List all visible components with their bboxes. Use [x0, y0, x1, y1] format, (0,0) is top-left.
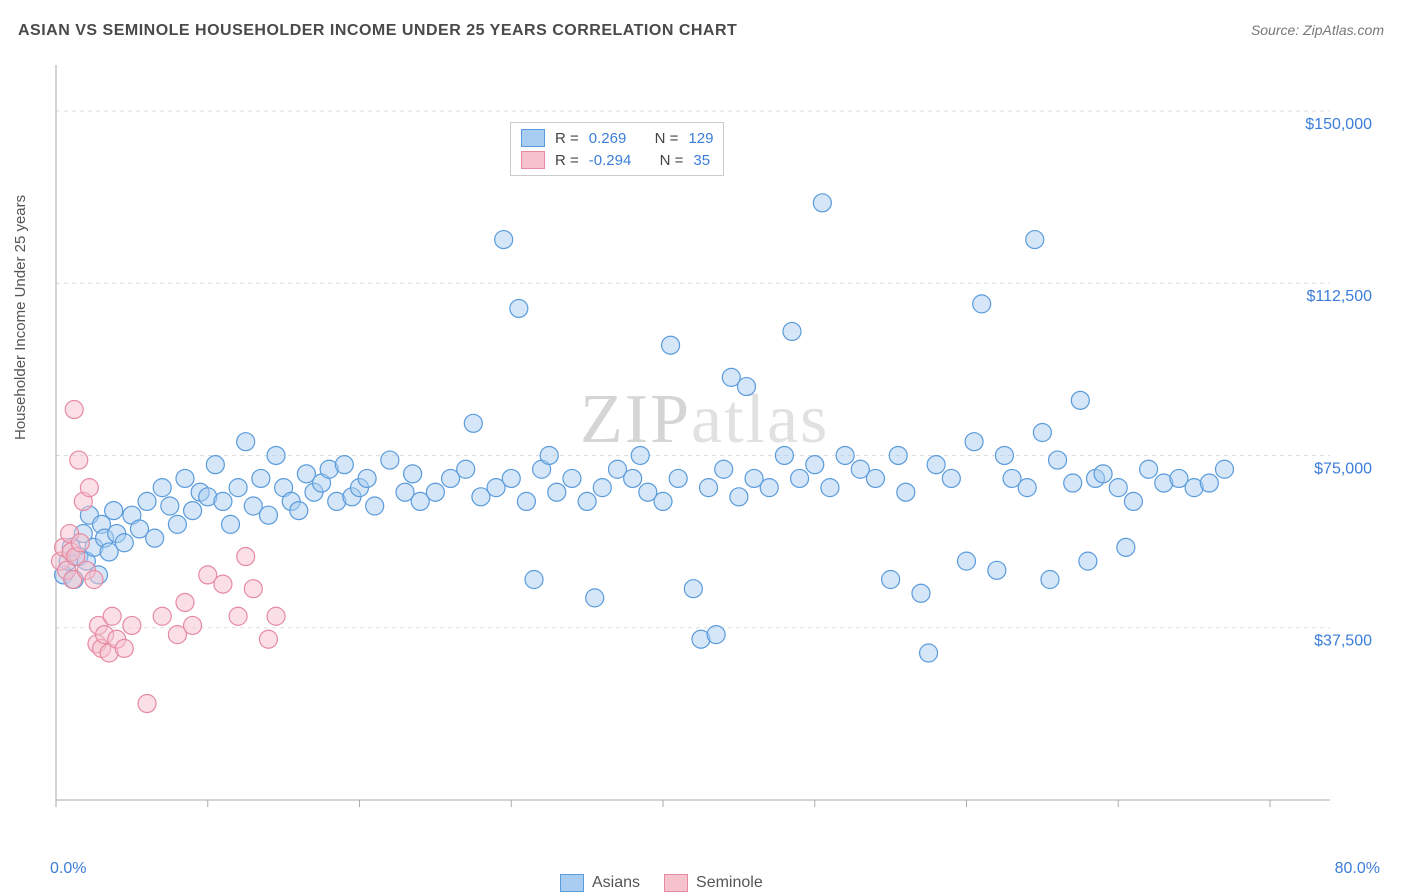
n-label: N =	[660, 152, 684, 169]
legend-swatch	[560, 874, 584, 892]
r-label: R =	[555, 152, 579, 169]
legend-label: Asians	[592, 874, 640, 892]
legend-series: Asians Seminole	[560, 874, 763, 892]
x-axis-max-label: 80.0%	[1335, 860, 1380, 878]
svg-text:$150,000: $150,000	[1305, 116, 1372, 133]
chart-svg: $37,500 $75,000 $112,500 $150,000	[50, 60, 1380, 840]
legend-item: Asians	[560, 874, 640, 892]
r-value: 0.269	[589, 130, 627, 147]
legend-swatch	[521, 129, 545, 147]
legend-stats: R = 0.269 N = 129 R = -0.294 N = 35	[510, 122, 724, 176]
n-value: 35	[693, 152, 710, 169]
chart-title: ASIAN VS SEMINOLE HOUSEHOLDER INCOME UND…	[18, 22, 737, 40]
legend-label: Seminole	[696, 874, 763, 892]
legend-stats-row: R = 0.269 N = 129	[521, 127, 713, 149]
legend-item: Seminole	[664, 874, 763, 892]
svg-text:$112,500: $112,500	[1306, 288, 1372, 305]
legend-swatch	[521, 151, 545, 169]
r-label: R =	[555, 130, 579, 147]
n-label: N =	[655, 130, 679, 147]
n-value: 129	[688, 130, 713, 147]
source-label: Source: ZipAtlas.com	[1251, 22, 1384, 38]
svg-text:$37,500: $37,500	[1314, 633, 1372, 650]
y-axis-label: Householder Income Under 25 years	[12, 195, 29, 440]
r-value: -0.294	[589, 152, 632, 169]
scatter-plot: $37,500 $75,000 $112,500 $150,000 R = 0.269…	[50, 60, 1380, 840]
legend-swatch	[664, 874, 688, 892]
svg-text:$75,000: $75,000	[1314, 460, 1372, 477]
x-axis-min-label: 0.0%	[50, 860, 86, 878]
legend-stats-row: R = -0.294 N = 35	[521, 149, 713, 171]
